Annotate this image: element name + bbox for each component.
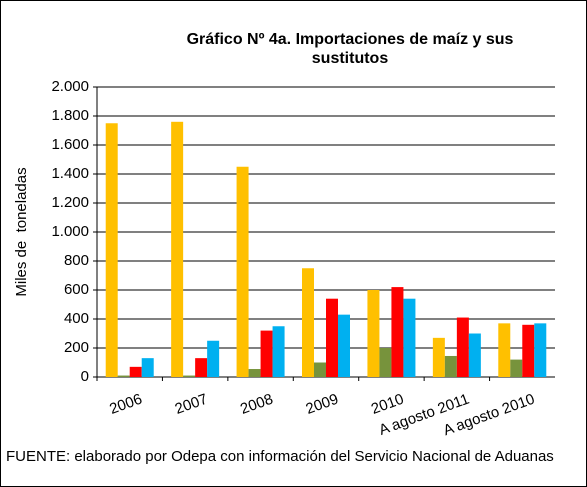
bar [456,317,469,377]
y-tick-label: 800 [64,252,89,269]
bar [314,362,326,377]
bar [367,290,380,377]
bar [522,324,535,377]
bar [534,323,547,377]
bar [272,326,285,377]
bar [141,358,154,377]
y-tick-label: 1.800 [51,107,89,124]
bar [105,123,118,377]
bar [236,166,249,377]
bar [444,355,457,377]
y-tick-label: 1.600 [51,136,89,153]
y-tick-label: 2.000 [51,78,89,95]
bar [391,287,404,377]
bar [432,337,445,377]
y-tick-label: 400 [64,310,89,327]
source-note: FUENTE: elaborado por Odepa con informac… [6,448,554,465]
bar [379,348,392,377]
chart-title: Gráfico Nº 4a. Importaciones de maíz y s… [186,31,514,67]
y-tick-label: 1.000 [51,223,89,240]
x-tick-label: 2008 [238,391,275,418]
bar [498,323,511,377]
bar [260,330,273,377]
bar [248,369,261,377]
bar [171,121,184,377]
bar [510,359,523,377]
x-tick-label: 2009 [304,391,341,418]
x-tick-label: 2007 [173,391,210,418]
bar [302,268,314,377]
bar [117,375,130,377]
bar [468,333,481,377]
bar [129,366,142,377]
x-tick-label: 2006 [107,391,144,418]
bar [326,298,338,377]
bar [195,358,208,377]
y-tick-label: 0 [81,368,89,385]
y-tick-label: 200 [64,339,89,356]
y-tick-label: 1.200 [51,194,89,211]
bar [403,298,416,377]
bar [183,375,196,377]
y-tick-label: 600 [64,281,89,298]
bar [338,314,350,377]
y-tick-label: 1.400 [51,165,89,182]
y-axis-label: Miles de toneladas [13,167,30,296]
bar [207,340,220,377]
